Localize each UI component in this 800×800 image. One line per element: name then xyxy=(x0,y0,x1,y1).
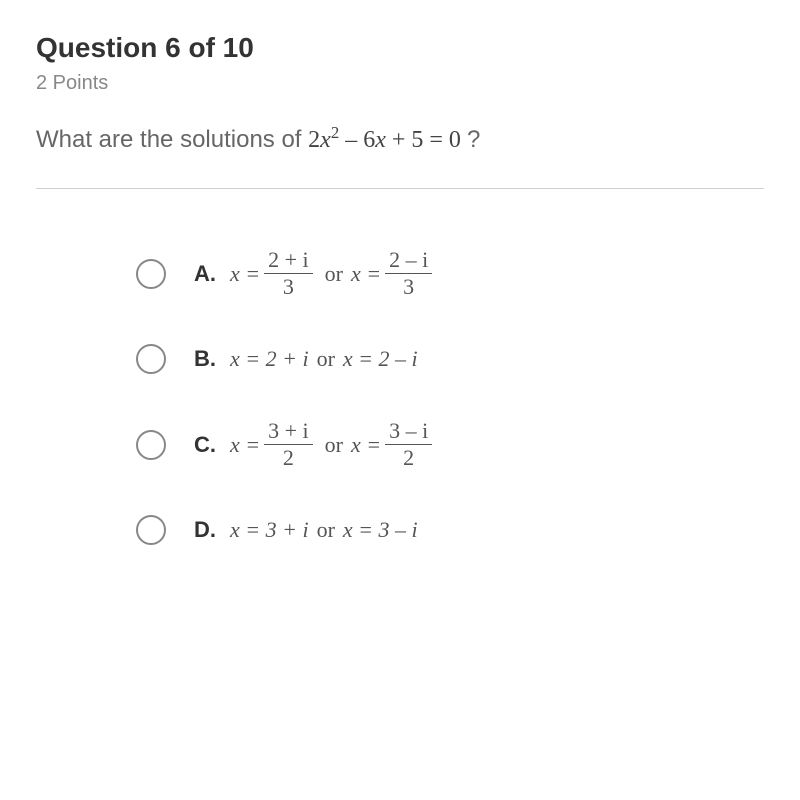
option-label: A. xyxy=(194,261,216,287)
option-a-text: x = 2 + i 3 or x = 2 – i 3 xyxy=(230,249,436,298)
fraction: 2 – i 3 xyxy=(385,249,432,298)
quiz-panel: Question 6 of 10 2 Points What are the s… xyxy=(0,0,800,800)
option-label: B. xyxy=(194,346,216,372)
option-a[interactable]: A. x = 2 + i 3 or x = 2 – i 3 xyxy=(136,249,764,298)
question-suffix: ? xyxy=(467,126,480,153)
radio-icon[interactable] xyxy=(136,259,166,289)
fraction: 3 – i 2 xyxy=(385,420,432,469)
option-label: D. xyxy=(194,517,216,543)
question-header: Question 6 of 10 xyxy=(36,32,764,64)
option-c[interactable]: C. x = 3 + i 2 or x = 3 – i 2 xyxy=(136,420,764,469)
question-text: What are the solutions of 2x2 – 6x + 5 =… xyxy=(36,123,764,189)
option-c-text: x = 3 + i 2 or x = 3 – i 2 xyxy=(230,420,436,469)
option-d-text: x = 3 + i or x = 3 – i xyxy=(230,517,418,543)
question-prefix: What are the solutions of xyxy=(36,126,308,153)
question-expression: 2x2 – 6x + 5 = 0 xyxy=(308,127,467,153)
option-d[interactable]: D. x = 3 + i or x = 3 – i xyxy=(136,515,764,545)
fraction: 3 + i 2 xyxy=(264,420,313,469)
option-b[interactable]: B. x = 2 + i or x = 2 – i xyxy=(136,344,764,374)
radio-icon[interactable] xyxy=(136,430,166,460)
option-b-text: x = 2 + i or x = 2 – i xyxy=(230,346,418,372)
points-label: 2 Points xyxy=(36,72,764,95)
options-group: A. x = 2 + i 3 or x = 2 – i 3 B. x = 2 +… xyxy=(36,201,764,545)
fraction: 2 + i 3 xyxy=(264,249,313,298)
radio-icon[interactable] xyxy=(136,344,166,374)
option-label: C. xyxy=(194,432,216,458)
radio-icon[interactable] xyxy=(136,515,166,545)
